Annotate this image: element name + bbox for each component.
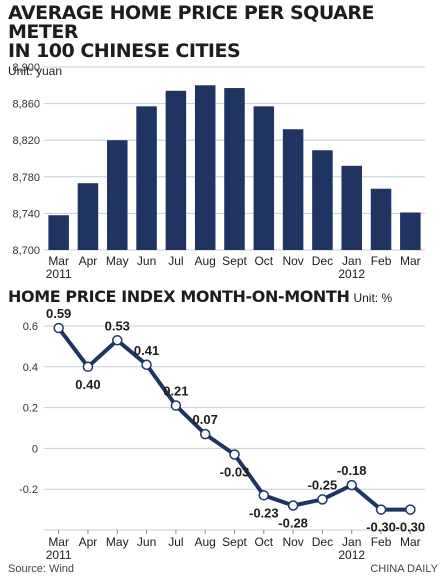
- bar-xtick-label: Mar: [400, 254, 421, 268]
- bar-xtick-label: Jun: [137, 254, 156, 268]
- bar-xtick-label: Feb: [371, 254, 392, 268]
- line-data-label: 0.21: [163, 384, 188, 399]
- bar-ytick-label: 8,780: [12, 172, 40, 184]
- line-ytick-label: 0.2: [23, 403, 38, 415]
- line-xtick-label: Mar: [48, 535, 69, 549]
- line-data-label: -0.03: [220, 465, 250, 480]
- bar-ytick-label: 8,860: [12, 99, 40, 111]
- bar-xtick-label: Sept: [222, 254, 247, 268]
- bar: [370, 188, 392, 250]
- bar: [400, 212, 421, 250]
- bar-xtick-label: Aug: [195, 254, 216, 268]
- line-point: [405, 504, 416, 515]
- bar-xtick-label: Oct: [254, 254, 273, 268]
- line-point: [82, 361, 94, 373]
- line-xtick-label: Sept: [222, 535, 247, 549]
- line-point: [170, 400, 182, 411]
- bar-ytick-label: 8,740: [12, 208, 40, 220]
- bar-year-label: 2011: [46, 267, 72, 281]
- bar-xtick-label: Dec: [312, 254, 333, 268]
- line-point: [258, 490, 270, 501]
- series-line: [57, 326, 411, 512]
- bar: [194, 85, 216, 250]
- chart2-title: HOME PRICE INDEX MONTH-ON-MONTH: [8, 287, 350, 306]
- line-ytick-label: -0.2: [19, 484, 38, 496]
- bar-ytick-label: 8,700: [12, 245, 40, 257]
- bar: [224, 88, 245, 250]
- bar-ytick-label: 8,900: [12, 62, 40, 74]
- line-point: [53, 322, 64, 334]
- credit-note: CHINA DAILY: [370, 563, 438, 575]
- line-ytick-label: 0.6: [23, 321, 38, 333]
- chart2-unit: Unit: %: [353, 291, 393, 305]
- chart1-title-line1: AVERAGE HOME PRICE PER SQUARE METER: [8, 2, 374, 43]
- line-xtick-label: Nov: [282, 535, 303, 549]
- line-xtick-label: Jan: [342, 535, 361, 549]
- line-xtick-label: May: [106, 535, 129, 549]
- line-point: [141, 359, 152, 371]
- line-point: [112, 335, 123, 346]
- bar-ytick-label: 8,820: [12, 135, 40, 147]
- line-xtick-label: Jul: [168, 535, 183, 549]
- line-data-label: -0.28: [278, 516, 308, 531]
- bar: [48, 215, 69, 250]
- bar: [136, 106, 157, 250]
- bar-xtick-label: Jul: [168, 254, 183, 268]
- line-data-label: -0.23: [249, 505, 279, 520]
- line-data-label: 0.41: [134, 343, 159, 358]
- line-xtick-label: Aug: [195, 535, 216, 549]
- line-point: [229, 449, 240, 460]
- line-year-label: 2011: [46, 548, 72, 562]
- bar-xtick-label: Mar: [48, 254, 69, 268]
- bar-year-label: 2012: [338, 267, 365, 281]
- bar: [165, 90, 187, 250]
- line-data-label: 0.53: [105, 318, 130, 333]
- bar: [341, 165, 362, 250]
- line-year-label: 2012: [338, 548, 365, 562]
- line-data-label: -0.18: [337, 463, 367, 478]
- line-data-label: 0.59: [46, 306, 71, 321]
- chart2-title-row: HOME PRICE INDEX MONTH-ON-MONTH Unit: %: [8, 287, 392, 306]
- line-xtick-label: Dec: [312, 535, 333, 549]
- line-point: [375, 504, 387, 515]
- bar: [253, 106, 275, 250]
- line-point: [199, 428, 211, 440]
- line-data-label: 0.40: [75, 377, 100, 392]
- line-xtick-label: Apr: [79, 535, 98, 549]
- line-ytick-label: 0.4: [23, 362, 38, 374]
- bar-xtick-label: Apr: [79, 254, 98, 268]
- line-point: [317, 494, 328, 505]
- chart1-title-line2: IN 100 CHINESE CITIES: [8, 40, 241, 62]
- bar-xtick-label: Jan: [342, 254, 361, 268]
- title-block: AVERAGE HOME PRICE PER SQUARE METER IN 1…: [8, 2, 438, 79]
- bar-xtick-label: Nov: [282, 254, 303, 268]
- line-point: [346, 479, 357, 491]
- bar-xtick-label: May: [106, 254, 129, 268]
- bar: [282, 129, 304, 250]
- source-note: Source: Wind: [8, 563, 75, 575]
- line-data-label: -0.30: [396, 520, 426, 535]
- line-data-label: -0.25: [308, 477, 338, 492]
- line-ytick-label: 0: [32, 443, 38, 455]
- line-point: [287, 500, 299, 511]
- bar: [312, 150, 333, 250]
- bar: [77, 183, 99, 250]
- line-xtick-label: Feb: [371, 535, 392, 549]
- line-data-label: -0.30: [366, 520, 396, 535]
- line-xtick-label: Mar: [400, 535, 421, 549]
- line-xtick-label: Oct: [254, 535, 273, 549]
- bar: [107, 140, 128, 250]
- line-data-label: 0.07: [193, 412, 218, 427]
- line-xtick-label: Jun: [137, 535, 156, 549]
